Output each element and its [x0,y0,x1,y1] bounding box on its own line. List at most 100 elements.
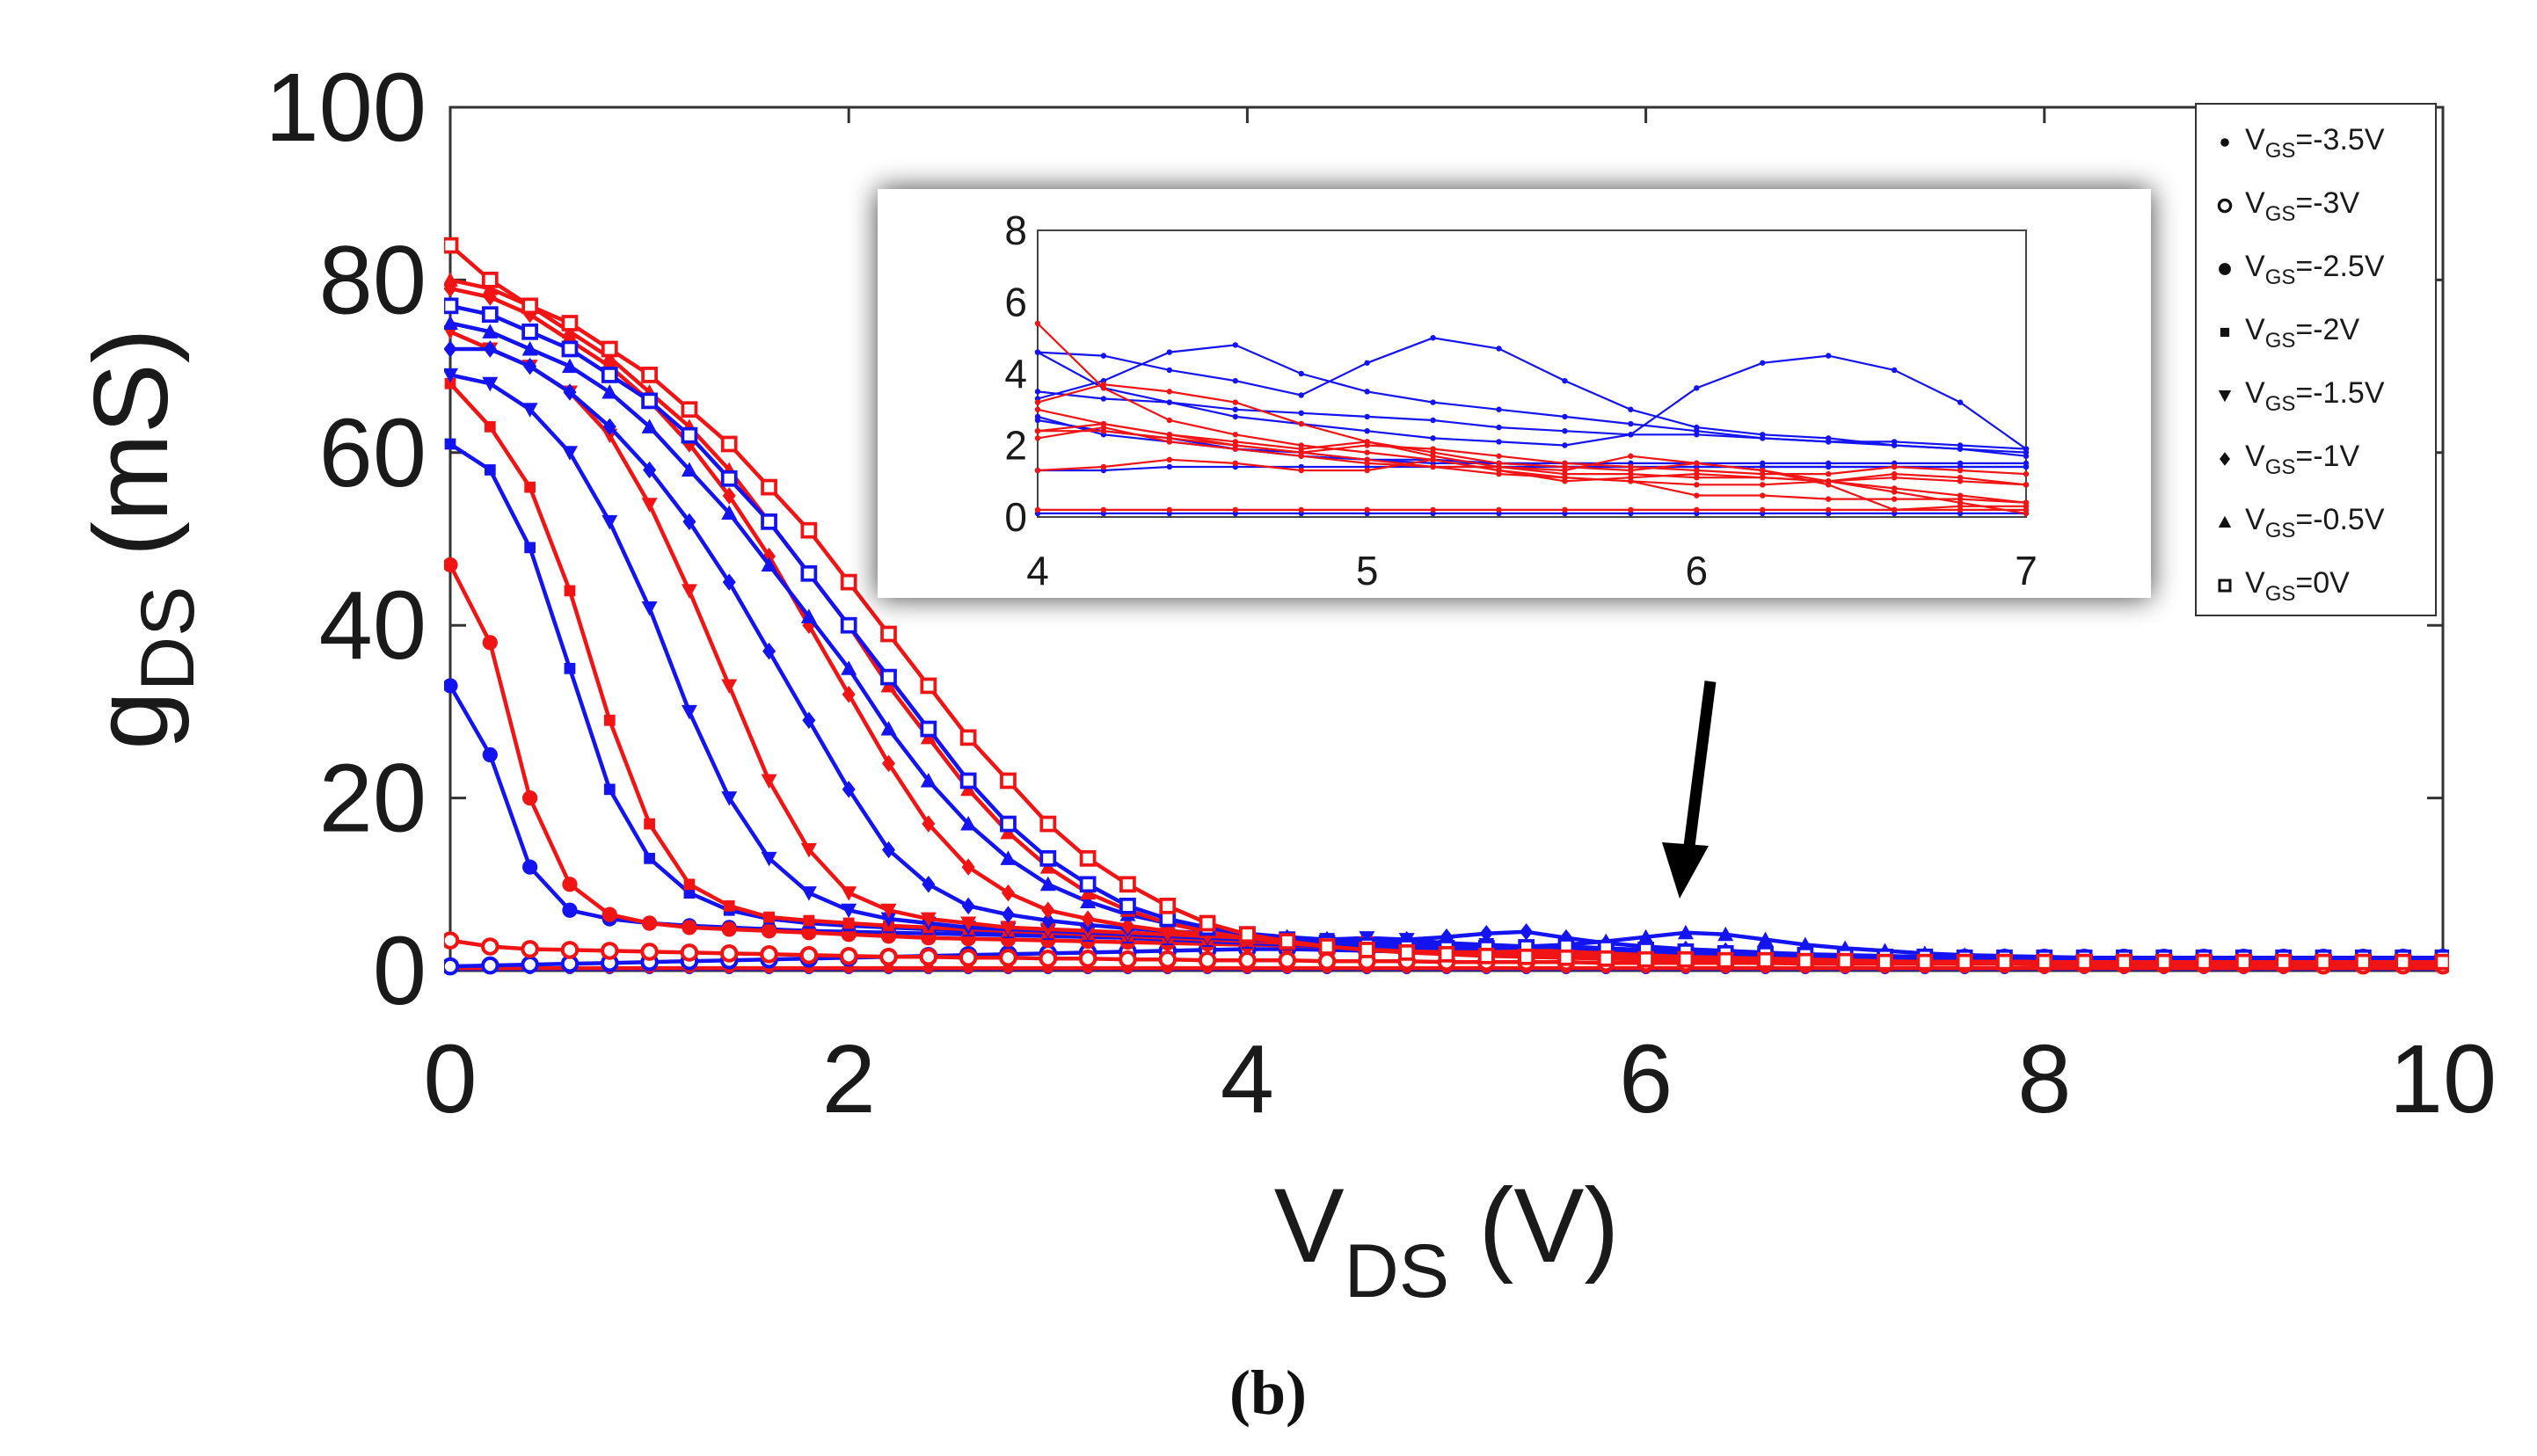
main-series-group [444,237,2449,976]
data-point [760,945,778,964]
inset-y-tick-labels: 0 2 4 6 8 [1004,207,1027,540]
data-point [1079,849,1097,867]
data-point [1677,924,1694,940]
legend-entry: VGS=-3V [2217,186,2359,226]
inset-data-point [1891,442,1898,448]
data-point [1317,951,1337,971]
legend-marker [2217,198,2233,214]
data-point [641,915,658,931]
inset-data-point [1562,474,1568,481]
inset-data-point [1628,478,1634,484]
data-point [521,955,539,974]
legend-marker [2218,390,2232,403]
inset-data-point [2023,446,2030,452]
data-point [1120,917,1134,935]
legend-entry: VGS=0V [2218,566,2350,606]
data-point [1996,953,2013,971]
data-point [1039,949,1058,968]
data-point [960,916,977,931]
inset-series-line [1038,430,2027,476]
inset-data-point [1891,367,1898,374]
data-point [681,462,697,477]
data-point [1477,947,1495,965]
main-y-tick-labels: 0 20 40 60 80 100 [265,54,426,1025]
inset-data-point [1364,460,1370,467]
inset-data-point [1232,406,1239,412]
inset-data-point [1496,406,1502,412]
inset-data-point [1760,506,1766,513]
data-point [2395,953,2412,971]
data-point [1318,938,1336,955]
data-point [603,714,616,726]
inset-y-tick-label: 6 [1004,280,1027,325]
inset-data-point [1694,467,1700,474]
data-point [560,941,580,959]
inset-data-point [1760,474,1766,481]
arrow-head [1662,842,1709,899]
inset-data-point [1298,392,1304,398]
data-point [600,942,619,960]
data-point [920,720,937,738]
inset-data-point [1496,439,1502,445]
data-point [800,521,818,539]
data-point [483,340,497,358]
data-point [1159,897,1177,914]
data-point [564,662,576,674]
data-point [564,585,576,597]
legend-label: VGS=-1.5V [2245,376,2385,416]
data-point [641,419,658,433]
data-point [444,315,458,330]
data-point [880,721,897,736]
inset-data-point [1628,406,1634,412]
data-point [601,514,618,530]
data-point [683,887,696,899]
inset-data-point [1562,428,1568,434]
main-x-axis-label: VDS (V) [1274,1167,1620,1314]
data-point [524,481,536,493]
data-point [522,790,538,806]
inset-data-point [1430,435,1436,441]
data-point [601,340,618,358]
legend-marker [2218,515,2232,528]
data-point [2036,953,2053,971]
inset-data-point [1957,446,1964,452]
data-point [839,946,858,965]
y-tick-label: 20 [319,745,426,853]
data-point [2075,953,2093,971]
data-point [1078,949,1097,968]
x-tick-label: 10 [2389,1025,2497,1133]
x-tick-label: 2 [822,1025,876,1133]
data-point [1119,876,1136,893]
data-point [640,943,659,961]
inset-x-tick-labels: 4 5 6 7 [1026,548,2038,593]
data-point [720,435,738,453]
data-point [1000,772,1017,790]
data-point [1000,921,1017,935]
inset-data-point [1232,342,1239,348]
legend-entry: VGS=-1.5V [2218,376,2385,416]
data-point [1877,953,1893,971]
inset-data-point [1166,463,1173,470]
data-point [561,315,579,331]
data-point [879,947,898,966]
inset-data-point [1034,435,1041,441]
inset-data-point [1166,417,1173,424]
data-point [2195,953,2213,971]
data-point [1039,849,1057,867]
inset-data-point [1364,413,1370,420]
data-point [761,478,777,496]
data-point [444,237,459,254]
inset-data-point [1891,463,1898,470]
legend-entry: VGS=-3.5V [2220,123,2385,163]
inset-data-point [1232,460,1239,467]
data-point [444,931,460,950]
data-point [683,878,696,891]
inset-data-point [1957,460,1964,467]
data-point [484,464,496,476]
data-point [722,487,736,505]
inset-data-point [2023,482,2030,488]
inset-data-point [1232,399,1239,405]
data-point [1039,922,1056,937]
legend-marker [2220,452,2230,466]
data-point [920,912,937,928]
